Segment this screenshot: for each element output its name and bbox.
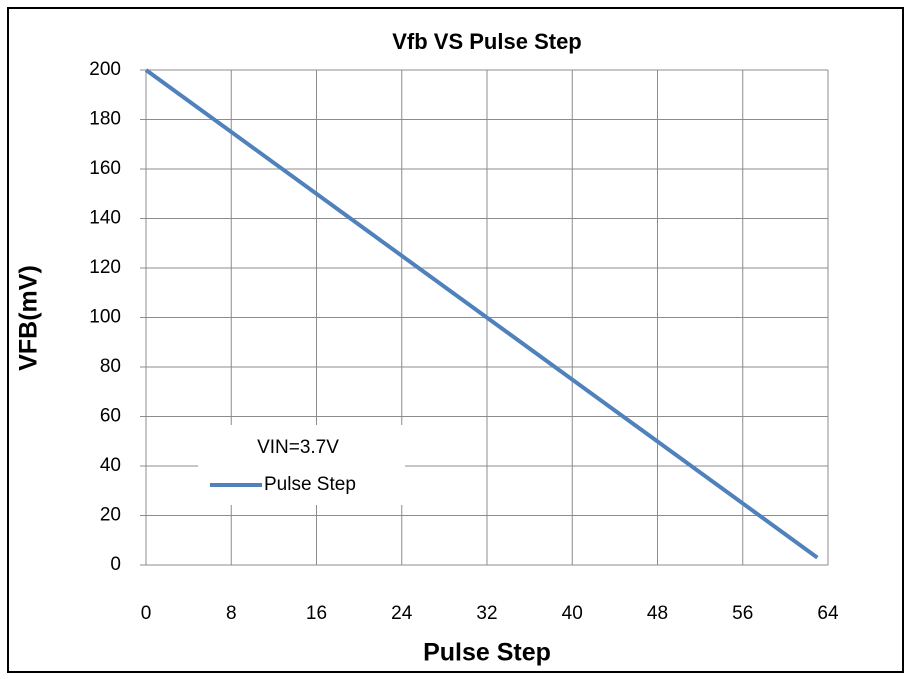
- y-tick-label: 60: [100, 406, 121, 427]
- y-tick-label: 40: [100, 455, 121, 476]
- legend-title: VIN=3.7V: [257, 437, 339, 458]
- y-tick-label: 0: [110, 554, 121, 575]
- y-axis-label: VFB(mV): [15, 265, 43, 371]
- y-tick-label: 80: [100, 356, 121, 377]
- x-tick-label: 40: [562, 603, 583, 624]
- x-tick-label: 16: [306, 603, 327, 624]
- x-tick-label: 56: [732, 603, 753, 624]
- x-tick-label: 64: [817, 603, 839, 624]
- y-tick-label: 140: [89, 208, 121, 229]
- chart-frame: [7, 7, 904, 673]
- legend-box: [198, 425, 405, 505]
- x-tick-label: 48: [647, 603, 668, 624]
- chart-title: Vfb VS Pulse Step: [392, 29, 582, 54]
- y-tick-label: 120: [89, 257, 121, 278]
- y-tick-label: 200: [89, 59, 121, 80]
- y-tick-label: 20: [100, 505, 121, 526]
- y-tick-label: 100: [89, 307, 121, 328]
- x-tick-label: 0: [141, 603, 152, 624]
- x-tick-label: 32: [476, 603, 497, 624]
- data-line: [144, 68, 819, 560]
- legend-label: Pulse Step: [264, 474, 356, 495]
- x-tick-label: 24: [391, 603, 413, 624]
- x-axis-label: Pulse Step: [423, 639, 551, 667]
- y-tick-label: 180: [89, 109, 121, 130]
- x-tick-label: 8: [226, 603, 237, 624]
- y-tick-label: 160: [89, 158, 121, 179]
